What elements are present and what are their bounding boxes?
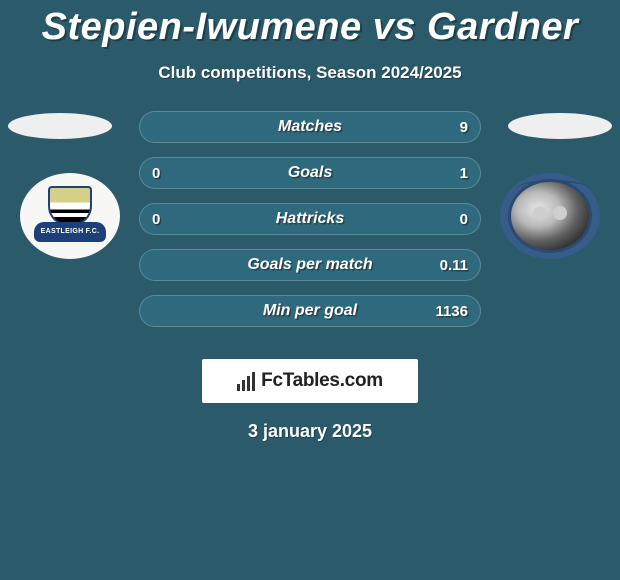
comparison-arena: EASTLEIGH F.C. Matches 9 0 Goals 1 0 Hat…: [0, 111, 620, 351]
stat-label: Matches: [278, 118, 342, 136]
stat-row: Matches 9: [139, 111, 481, 143]
left-crest-banner: EASTLEIGH F.C.: [34, 222, 106, 242]
stat-right-value: 0: [460, 211, 468, 228]
stat-row: Min per goal 1136: [139, 295, 481, 327]
stat-label: Min per goal: [263, 302, 357, 320]
stat-left-value: 0: [152, 165, 160, 182]
left-player-oval: [8, 113, 112, 139]
stat-label: Goals: [288, 164, 332, 182]
stat-row: 0 Hattricks 0: [139, 203, 481, 235]
logo-text: FcTables.com: [261, 370, 383, 392]
stat-right-value: 1136: [435, 303, 468, 320]
stat-label: Goals per match: [247, 256, 372, 274]
stat-right-value: 1: [460, 165, 468, 182]
stat-right-value: 0.11: [440, 257, 468, 274]
bars-icon: [237, 371, 255, 391]
fctables-logo[interactable]: FcTables.com: [202, 359, 418, 403]
right-club-crest: [500, 173, 600, 259]
oldham-crest-icon: [508, 179, 592, 253]
subtitle: Club competitions, Season 2024/2025: [0, 63, 620, 83]
stat-row: Goals per match 0.11: [139, 249, 481, 281]
stat-label: Hattricks: [276, 210, 344, 228]
stat-row: 0 Goals 1: [139, 157, 481, 189]
snapshot-date: 3 january 2025: [0, 421, 620, 442]
stats-stack: Matches 9 0 Goals 1 0 Hattricks 0 Goals …: [139, 111, 481, 341]
stat-right-value: 9: [460, 119, 468, 136]
stat-left-value: 0: [152, 211, 160, 228]
right-player-oval: [508, 113, 612, 139]
eastleigh-crest-icon: EASTLEIGH F.C.: [34, 184, 106, 248]
left-club-crest: EASTLEIGH F.C.: [20, 173, 120, 259]
page-title: Stepien-Iwumene vs Gardner: [0, 0, 620, 49]
